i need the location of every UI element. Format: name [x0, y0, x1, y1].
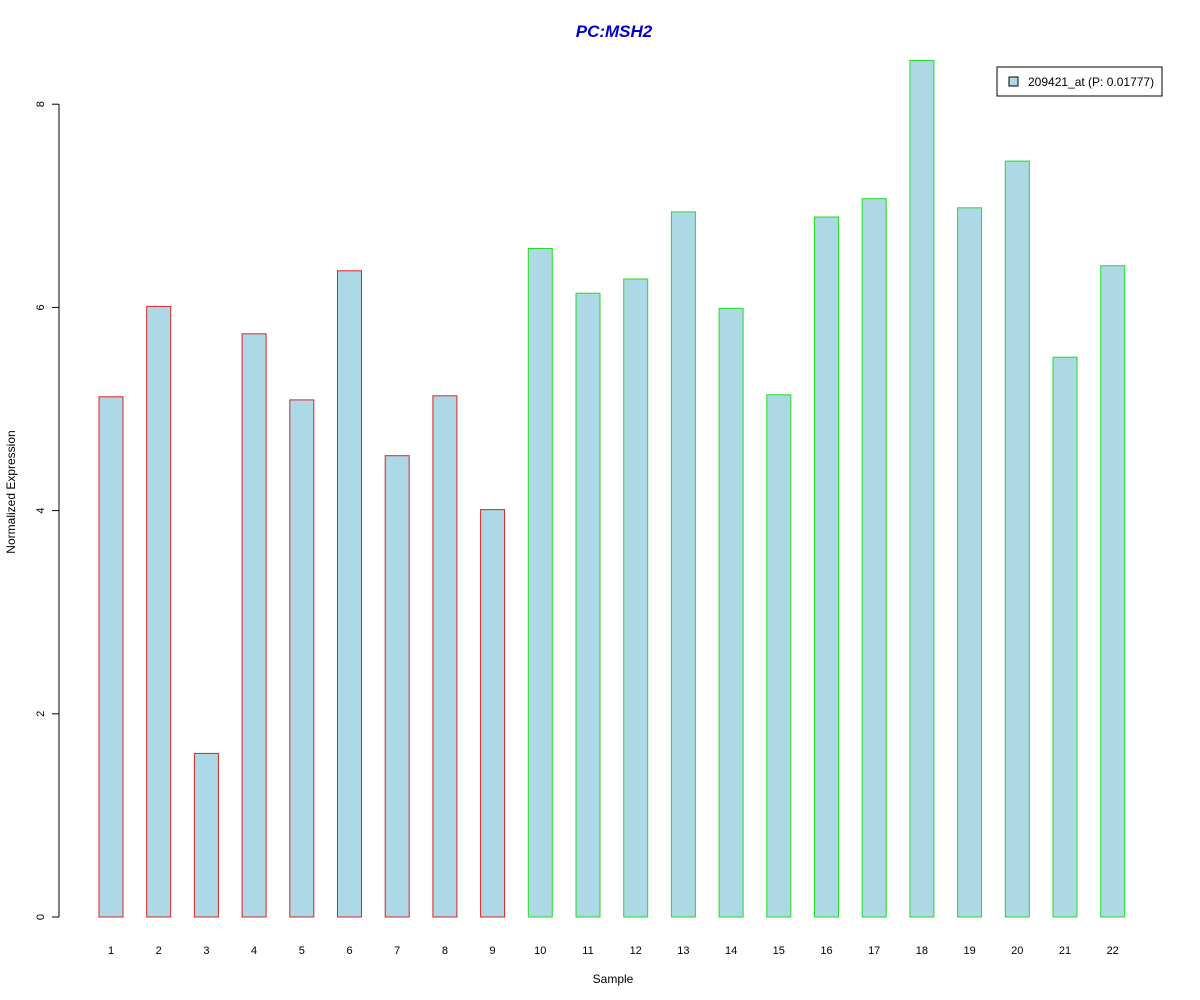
x-tick-label: 10 — [534, 945, 546, 957]
x-tick-label: 7 — [394, 945, 400, 957]
x-tick-label: 9 — [490, 945, 496, 957]
x-tick-label: 8 — [442, 945, 448, 957]
bar — [289, 399, 315, 918]
bar-series — [98, 60, 1126, 918]
legend-swatch — [1008, 76, 1019, 87]
bar — [957, 207, 983, 918]
bar — [432, 395, 458, 918]
bar — [718, 307, 744, 918]
y-axis-label: Normalized Expression — [4, 430, 18, 553]
x-tick-label: 13 — [677, 945, 689, 957]
x-tick-label: 12 — [630, 945, 642, 957]
x-tick-label: 5 — [299, 945, 305, 957]
bar — [193, 752, 219, 918]
x-tick-label: 3 — [203, 945, 209, 957]
bar — [670, 211, 696, 918]
y-tick-label: 0 — [35, 914, 47, 920]
y-axis: 0 2 4 6 8 — [35, 101, 60, 920]
bar — [1100, 265, 1126, 918]
bar — [98, 396, 124, 918]
bar — [766, 394, 792, 918]
y-tick-label: 4 — [35, 508, 47, 514]
x-tick-label: 20 — [1011, 945, 1023, 957]
x-tick-label: 17 — [868, 945, 880, 957]
x-tick-label: 18 — [916, 945, 928, 957]
bar — [384, 455, 410, 918]
y-tick-label: 8 — [35, 101, 47, 107]
x-tick-label: 11 — [582, 945, 593, 957]
x-tick-label: 19 — [963, 945, 975, 957]
bar — [814, 216, 839, 918]
legend-box — [996, 66, 1163, 97]
bar — [623, 278, 649, 918]
bar — [527, 248, 553, 918]
y-tick-label: 6 — [35, 304, 47, 310]
bar — [146, 305, 172, 918]
legend-entry-label: 209421_at (P: 0.01777) — [1028, 75, 1154, 89]
x-tick-label: 2 — [156, 945, 162, 957]
bar — [1052, 356, 1078, 918]
bar — [575, 292, 601, 918]
x-tick-label: 16 — [820, 945, 832, 957]
legend: 209421_at (P: 0.01777) — [996, 66, 1163, 97]
bar — [861, 198, 887, 918]
x-tick-label: 1 — [108, 945, 114, 957]
x-axis-label: Sample — [593, 972, 634, 986]
x-tick-label: 4 — [251, 945, 257, 957]
x-axis-tick-labels: 1 2 3 4 5 6 7 8 9 10 11 12 13 14 15 16 17 18 19 20 21 22 — [108, 945, 1119, 957]
bar — [909, 60, 935, 918]
bar — [337, 270, 362, 918]
x-tick-label: 6 — [346, 945, 352, 957]
chart-title: PC:MSH2 — [576, 22, 653, 41]
x-tick-label: 15 — [773, 945, 785, 957]
y-tick-label: 2 — [35, 711, 47, 717]
x-tick-label: 22 — [1107, 945, 1119, 957]
bar — [241, 333, 267, 918]
x-tick-label: 21 — [1059, 945, 1071, 957]
bar — [480, 509, 506, 918]
x-tick-label: 14 — [725, 945, 737, 957]
bar — [1004, 160, 1030, 918]
